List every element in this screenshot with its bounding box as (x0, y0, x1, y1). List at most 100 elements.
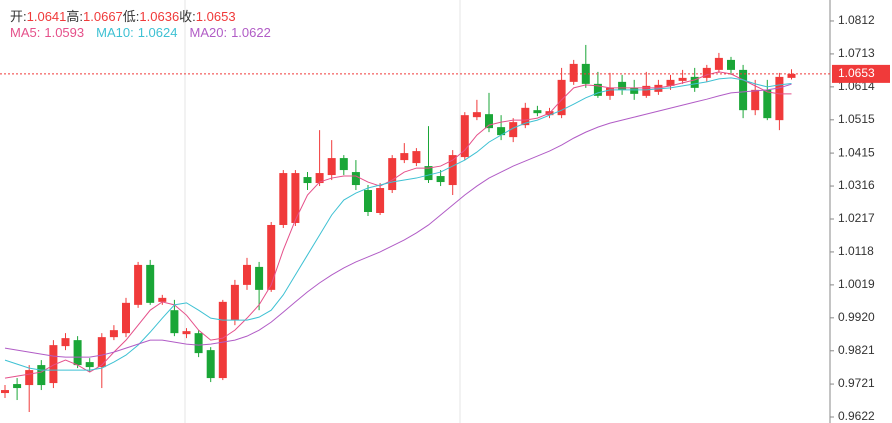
ma-line (4, 71, 792, 379)
y-tick-label: 0.9821 (838, 343, 875, 357)
candle-body (436, 176, 445, 183)
candle-body (255, 266, 264, 290)
legend-sep: : (36, 25, 41, 40)
candle-body (243, 264, 251, 285)
candle-body (606, 87, 614, 96)
candle-body (13, 384, 22, 389)
header-value: 1.0667 (83, 9, 123, 24)
candle-body (267, 224, 276, 290)
candle-body (690, 76, 699, 88)
candle-body (303, 177, 312, 184)
candle-body (97, 337, 106, 368)
y-tick-label: 0.9622 (838, 409, 875, 423)
header-label: 收: (179, 9, 196, 24)
legend-value: 1.0624 (137, 25, 178, 40)
candle-body (739, 69, 748, 111)
header-label: 高: (66, 9, 84, 24)
candle-body (194, 333, 203, 354)
candle-body (593, 83, 602, 96)
candle-body (642, 85, 651, 96)
candle-body (787, 73, 796, 78)
candle-body (702, 67, 711, 78)
candle-body (146, 264, 155, 303)
legend-value: 1.0622 (231, 25, 271, 40)
candle-body (763, 89, 772, 119)
candle-body (714, 57, 723, 70)
header-value: 1.0636 (139, 9, 180, 24)
candle-body (327, 158, 336, 176)
candle-body (521, 107, 530, 126)
candle-body (339, 158, 348, 171)
candle-body (666, 79, 675, 86)
candle-body (230, 284, 239, 321)
candle-body (472, 112, 481, 118)
ma-legend: MA5: 1.0593 MA10: 1.0624 MA20: 1.0622 (10, 25, 283, 40)
candle-body (206, 350, 215, 379)
candle-body (388, 158, 397, 191)
y-tick-label: 1.0515 (838, 112, 875, 126)
candle-body (678, 77, 687, 81)
candle-body (400, 153, 409, 161)
candle-body (291, 173, 300, 223)
y-tick-label: 1.0316 (838, 178, 875, 192)
candle-body (497, 127, 506, 136)
candle-body (182, 331, 191, 335)
legend-name: MA20 (189, 25, 224, 40)
y-tick-label: 1.0118 (838, 244, 874, 258)
candle-body (85, 362, 94, 368)
candle-body (618, 81, 627, 90)
last-price-tag (832, 64, 890, 83)
candle-body (751, 89, 760, 111)
y-tick-label: 1.0415 (838, 145, 875, 159)
legend-name: MA10 (96, 25, 131, 40)
candle-body (37, 365, 46, 386)
candle-body (509, 122, 518, 138)
header-value: 1.0641 (26, 9, 67, 24)
y-tick-label: 0.9721 (838, 376, 875, 390)
candle-body (364, 190, 372, 212)
header-value: 1.0653 (195, 9, 236, 24)
legend-name: MA5 (10, 25, 37, 40)
y-tick-label: 1.0713 (838, 46, 875, 60)
ohlc-header: 开:1.0641高:1.0667低:1.0636收:1.0653 (10, 6, 236, 25)
last-price-label: 1.0653 (838, 66, 875, 80)
candle-body (73, 340, 82, 366)
y-tick-label: 1.0217 (838, 211, 875, 225)
candle-body (775, 76, 784, 121)
candle-body (1, 390, 9, 394)
ma-line (4, 83, 792, 358)
candle-body (424, 166, 433, 181)
candle-body (569, 63, 578, 82)
header-label: 低: (122, 9, 140, 24)
candle-body (351, 172, 360, 186)
candle-body (727, 59, 735, 70)
candle-body (412, 151, 421, 164)
candle-body (49, 345, 58, 384)
candle-body (460, 115, 469, 158)
candle-body (630, 87, 639, 94)
legend-sep: : (223, 25, 228, 40)
y-tick-label: 1.0812 (838, 13, 875, 27)
candle-body (25, 370, 34, 386)
candle-body (557, 79, 566, 116)
y-tick-label: 1.0019 (838, 277, 875, 291)
header-label: 开: (10, 9, 27, 24)
candle-body (485, 114, 493, 129)
candle-body (170, 310, 179, 334)
candle-body (448, 155, 457, 186)
candle-body (315, 173, 324, 184)
candle-body (158, 297, 167, 302)
legend-value: 1.0593 (44, 25, 85, 40)
candle-body (134, 264, 143, 305)
legend-sep: : (130, 25, 134, 40)
candle-body (279, 173, 288, 225)
candle-body (61, 338, 70, 347)
candle-body (218, 301, 227, 379)
y-tick-label: 0.9920 (838, 310, 875, 324)
candle-body (122, 302, 130, 334)
ma-line (4, 77, 792, 371)
candle-body (533, 110, 542, 114)
candle-body (109, 330, 118, 338)
